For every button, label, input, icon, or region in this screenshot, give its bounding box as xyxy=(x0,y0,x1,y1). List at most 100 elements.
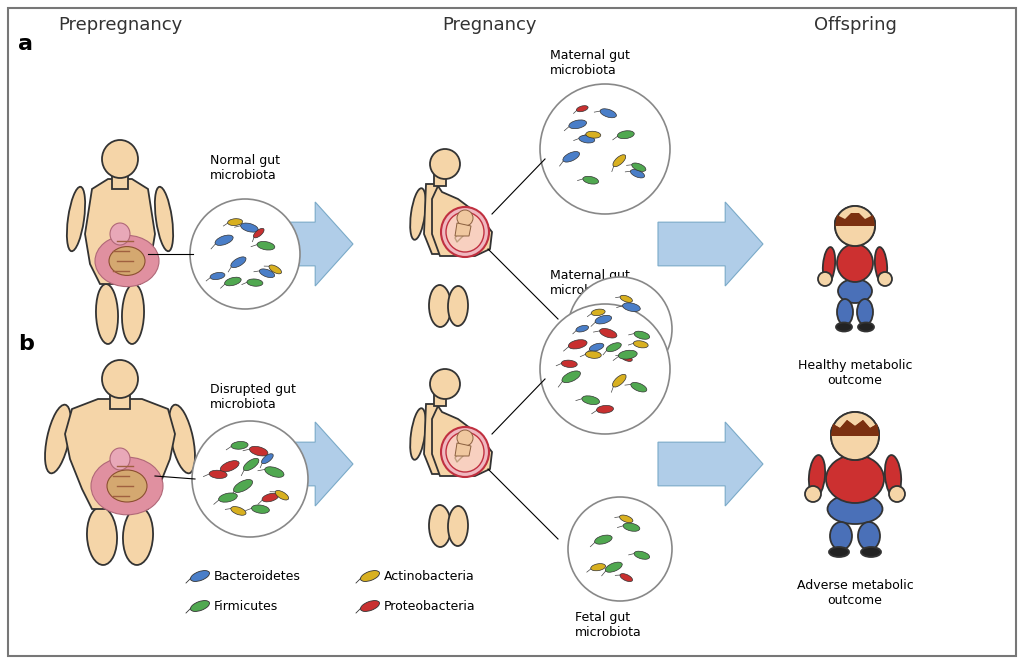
Ellipse shape xyxy=(620,515,633,523)
Ellipse shape xyxy=(110,448,130,470)
Ellipse shape xyxy=(595,535,612,544)
Polygon shape xyxy=(248,202,353,286)
Text: Proteobacteria: Proteobacteria xyxy=(384,600,475,612)
Ellipse shape xyxy=(215,235,233,246)
Polygon shape xyxy=(432,406,492,476)
Ellipse shape xyxy=(411,188,426,240)
Polygon shape xyxy=(424,184,442,254)
FancyBboxPatch shape xyxy=(434,172,446,186)
Ellipse shape xyxy=(582,396,599,404)
Polygon shape xyxy=(432,186,492,256)
Ellipse shape xyxy=(446,212,484,252)
Circle shape xyxy=(540,304,670,434)
FancyBboxPatch shape xyxy=(110,391,130,409)
Circle shape xyxy=(878,272,892,286)
Ellipse shape xyxy=(257,242,274,250)
Ellipse shape xyxy=(244,458,259,471)
Text: Maternal gut
microbiota: Maternal gut microbiota xyxy=(550,49,630,77)
Ellipse shape xyxy=(617,131,634,139)
Ellipse shape xyxy=(838,279,872,303)
Ellipse shape xyxy=(250,446,268,456)
Ellipse shape xyxy=(209,470,227,479)
Ellipse shape xyxy=(620,574,633,582)
Ellipse shape xyxy=(95,236,159,287)
Ellipse shape xyxy=(102,140,138,178)
Text: Firmicutes: Firmicutes xyxy=(214,600,279,612)
Circle shape xyxy=(457,210,473,226)
Ellipse shape xyxy=(122,284,144,344)
Circle shape xyxy=(190,199,300,309)
Ellipse shape xyxy=(633,341,648,348)
Ellipse shape xyxy=(827,494,883,524)
Ellipse shape xyxy=(591,564,605,571)
Circle shape xyxy=(568,497,672,601)
Circle shape xyxy=(568,277,672,381)
Ellipse shape xyxy=(837,299,853,325)
Ellipse shape xyxy=(253,228,264,238)
Ellipse shape xyxy=(360,570,380,582)
Ellipse shape xyxy=(575,325,589,332)
Ellipse shape xyxy=(858,323,874,331)
Text: Fetal gut
microbiota: Fetal gut microbiota xyxy=(575,611,642,639)
Text: Actinobacteria: Actinobacteria xyxy=(384,570,475,582)
Ellipse shape xyxy=(227,218,243,226)
Ellipse shape xyxy=(579,135,595,143)
Ellipse shape xyxy=(262,493,279,502)
Ellipse shape xyxy=(261,454,273,463)
Ellipse shape xyxy=(109,246,145,276)
Ellipse shape xyxy=(447,506,468,546)
Ellipse shape xyxy=(568,340,587,349)
Circle shape xyxy=(889,486,905,502)
Circle shape xyxy=(831,412,879,460)
Ellipse shape xyxy=(429,285,451,327)
Polygon shape xyxy=(831,420,879,436)
Circle shape xyxy=(540,84,670,214)
Ellipse shape xyxy=(110,223,130,245)
Ellipse shape xyxy=(600,329,616,338)
Ellipse shape xyxy=(233,479,253,493)
Polygon shape xyxy=(455,443,471,456)
Ellipse shape xyxy=(837,244,873,282)
Ellipse shape xyxy=(265,467,284,477)
Ellipse shape xyxy=(411,408,426,459)
Ellipse shape xyxy=(247,279,263,286)
Ellipse shape xyxy=(829,547,849,557)
Ellipse shape xyxy=(826,455,884,503)
Circle shape xyxy=(831,412,879,460)
Ellipse shape xyxy=(631,382,647,392)
Polygon shape xyxy=(831,420,879,436)
Polygon shape xyxy=(65,399,175,509)
FancyBboxPatch shape xyxy=(847,446,863,456)
Ellipse shape xyxy=(830,522,852,550)
Ellipse shape xyxy=(632,163,646,171)
Ellipse shape xyxy=(563,151,580,162)
Ellipse shape xyxy=(106,470,147,502)
Circle shape xyxy=(835,206,874,246)
Ellipse shape xyxy=(809,455,825,497)
Ellipse shape xyxy=(45,404,71,473)
Ellipse shape xyxy=(823,247,836,283)
Ellipse shape xyxy=(874,247,887,283)
FancyBboxPatch shape xyxy=(434,392,446,406)
Text: Adverse metabolic
outcome: Adverse metabolic outcome xyxy=(797,579,913,607)
Ellipse shape xyxy=(885,455,901,497)
Polygon shape xyxy=(658,422,763,506)
Ellipse shape xyxy=(259,269,274,278)
Ellipse shape xyxy=(219,493,238,502)
Ellipse shape xyxy=(591,309,605,315)
Ellipse shape xyxy=(269,265,282,274)
Ellipse shape xyxy=(87,507,117,565)
Ellipse shape xyxy=(621,354,632,361)
FancyBboxPatch shape xyxy=(112,171,128,189)
Ellipse shape xyxy=(618,351,637,359)
Ellipse shape xyxy=(831,417,879,447)
Circle shape xyxy=(835,206,874,246)
Ellipse shape xyxy=(569,120,587,129)
Ellipse shape xyxy=(621,295,633,302)
Ellipse shape xyxy=(231,442,248,450)
Polygon shape xyxy=(455,223,471,236)
FancyBboxPatch shape xyxy=(849,235,861,245)
Ellipse shape xyxy=(634,551,649,559)
Ellipse shape xyxy=(561,360,578,367)
Ellipse shape xyxy=(446,432,484,472)
